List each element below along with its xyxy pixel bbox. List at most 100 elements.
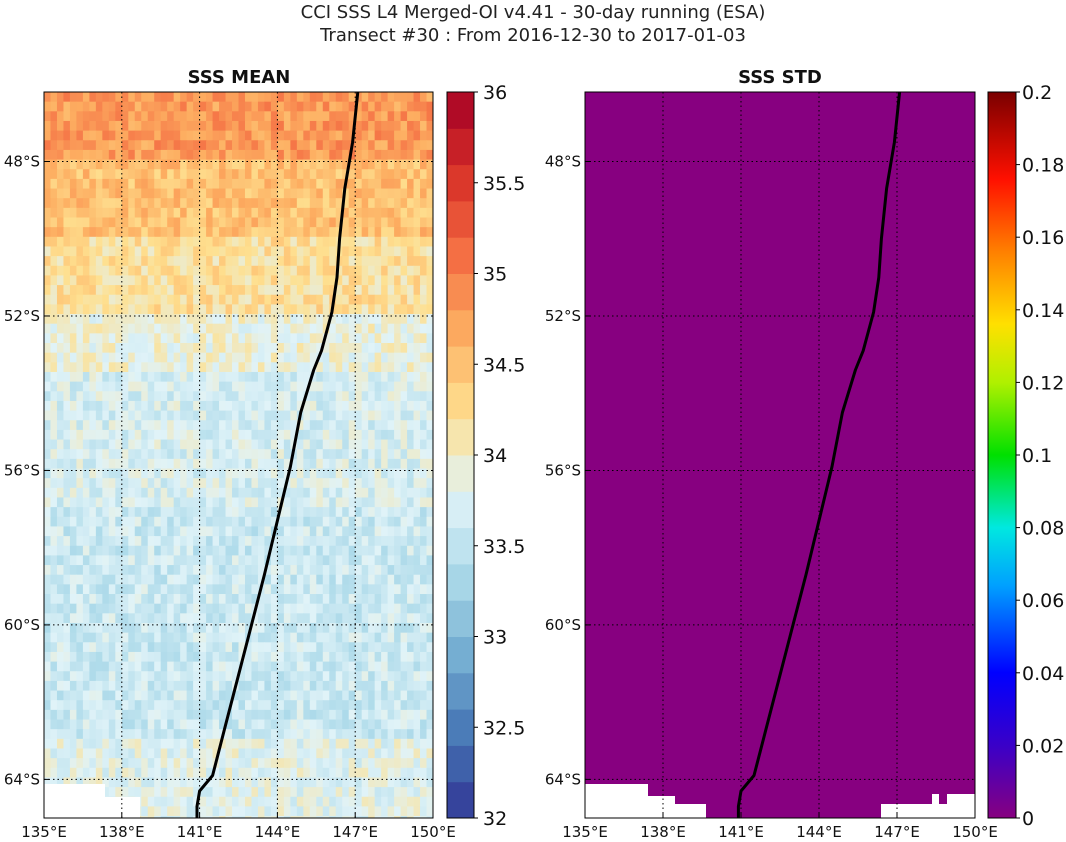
sss-mean-cell [95,680,103,692]
sss-mean-cell [394,487,402,499]
sss-mean-cell [180,256,188,267]
colorbar-mean-level [447,672,474,710]
sss-mean-cell [76,178,84,190]
sss-mean-cell [400,806,408,817]
sss-mean-cell [303,130,311,141]
sss-mean-cell [361,584,369,595]
sss-mean-cell [420,787,428,798]
sss-mean-cell [361,478,369,489]
sss-mean-cell [115,314,123,325]
sss-mean-cell [212,120,220,132]
sss-mean-cell [121,323,129,334]
sss-mean-cell [115,333,123,344]
sss-mean-cell [50,487,58,499]
sss-mean-cell [348,420,356,431]
sss-mean-cell [355,613,363,624]
sss-mean-cell [173,246,181,257]
sss-mean-cell [180,236,188,248]
sss-mean-cell [407,449,415,460]
sss-mean-cell [95,526,103,537]
sss-mean-cell [283,400,291,412]
sss-mean-cell [115,130,123,141]
sss-mean-cell [264,304,272,315]
sss-mean-cell [89,323,97,334]
sss-mean-cell [342,565,350,576]
sss-mean-cell [115,777,123,788]
sss-mean-cell [95,410,103,421]
sss-mean-cell [121,120,129,132]
sss-mean-cell [219,458,227,470]
sss-mean-cell [296,236,304,248]
sss-mean-cell [102,738,110,750]
sss-mean-cell [303,806,311,817]
sss-mean-cell [387,516,395,528]
sss-mean-cell [387,680,395,692]
sss-mean-cell [238,198,246,209]
sss-mean-cell [50,400,58,412]
sss-mean-cell [303,622,311,634]
sss-mean-cell [180,304,188,315]
sss-mean-cell [374,285,382,296]
sss-mean-cell [374,169,382,180]
sss-mean-cell [82,111,90,122]
sss-mean-cell [56,352,65,363]
sss-mean-cell [232,130,240,141]
sss-mean-cell [160,603,168,614]
sss-mean-cell [63,671,71,682]
sss-mean-cell [387,478,395,489]
sss-mean-cell [63,536,71,547]
sss-mean-cell [277,651,285,663]
sss-mean-cell [115,169,123,180]
sss-mean-cell [316,680,324,692]
sss-mean-cell [394,709,402,721]
sss-mean-cell [420,449,428,460]
sss-mean-cell [329,178,337,190]
sss-mean-cell [63,207,71,219]
sss-mean-cell [128,362,136,373]
sss-mean-cell [303,449,311,460]
sss-mean-cell [244,236,253,248]
sss-mean-cell [303,709,311,721]
sss-mean-cell [95,352,103,363]
sss-mean-cell [394,420,402,431]
sss-mean-cell [212,314,220,325]
sss-mean-cell [361,468,369,479]
sss-mean-cell [167,227,175,238]
sss-mean-cell [257,709,266,721]
sss-mean-cell [257,816,266,818]
sss-mean-cell [342,323,350,334]
sss-mean-cell [400,304,408,315]
sss-mean-cell [394,140,402,151]
sss-mean-cell [180,796,188,808]
sss-mean-cell [82,642,90,653]
sss-mean-cell [348,323,356,334]
sss-mean-cell [56,613,65,624]
sss-mean-cell [387,265,395,277]
sss-mean-cell [368,738,376,750]
sss-mean-cell [186,449,194,460]
sss-mean-cell [381,381,389,392]
sss-mean-cell [141,314,149,325]
sss-mean-cell [316,101,324,112]
sss-mean-cell [316,304,324,315]
sss-mean-cell [264,816,272,818]
sss-mean-cell [44,227,52,238]
sss-mean-cell [283,362,291,373]
sss-mean-cell [180,661,188,672]
sss-mean-cell [251,101,259,112]
sss-mean-cell [374,159,382,170]
sss-mean-cell [381,236,389,248]
sss-mean-cell [108,236,116,248]
sss-mean-cell [303,323,311,334]
sss-mean-cell [102,92,110,103]
sss-mean-cell [121,690,129,701]
sss-mean-cell [186,719,194,730]
sss-mean-cell [225,680,233,692]
sss-mean-cell [329,574,337,585]
sss-mean-cell [348,169,356,180]
sss-mean-cell [154,497,162,508]
sss-mean-cell [309,130,317,141]
sss-mean-cell [102,632,110,643]
sss-mean-cell [277,613,285,624]
